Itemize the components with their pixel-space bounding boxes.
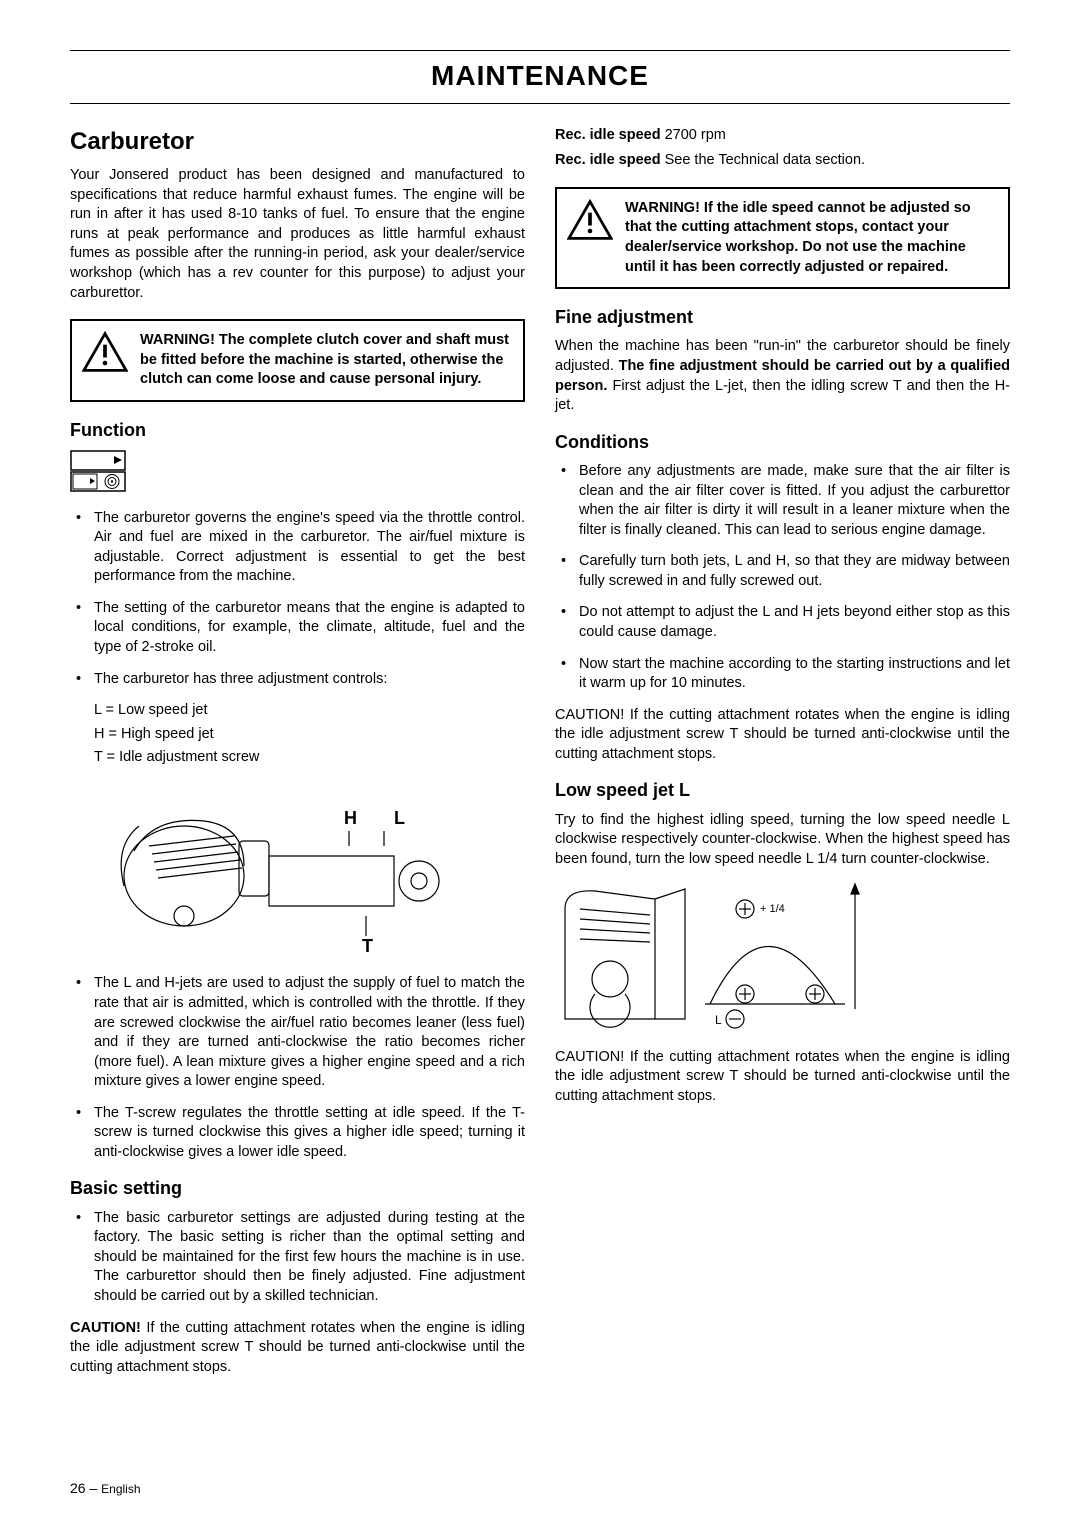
page-number: 26 [70,1480,86,1496]
svg-text:L: L [715,1013,722,1027]
footer-language: English [101,1482,140,1496]
conditions-caution: CAUTION! If the cutting attachment rotat… [555,706,1010,765]
low-speed-jet-heading: Low speed jet L [555,778,1010,802]
function-list-1: The carburetor governs the engine's spee… [70,509,525,690]
conditions-heading: Conditions [555,430,1010,454]
page-title: MAINTENANCE [70,50,1010,104]
rec-idle-speed-1: Rec. idle speed 2700 rpm [555,126,1010,146]
low-speed-diagram: + 1/4 L [555,879,1010,1036]
fine-adjustment-text: When the machine has been "run-in" the c… [555,337,1010,415]
basic-setting-heading: Basic setting [70,1176,525,1200]
list-item: The setting of the carburetor means that… [94,599,525,658]
list-item: The carburetor has three adjustment cont… [94,670,525,690]
svg-text:L: L [394,808,405,828]
list-item: The basic carburetor settings are adjust… [94,1209,525,1307]
function-heading: Function [70,418,525,442]
list-item: Do not attempt to adjust the L and H jet… [579,603,1010,642]
list-item: Before any adjustments are made, make su… [579,462,1010,540]
svg-text:+ 1/4: + 1/4 [760,903,785,915]
jet-l-def: L = Low speed jet [94,701,525,721]
warning-clutch-text: WARNING! The complete clutch cover and s… [140,331,509,390]
carburetor-heading: Carburetor [70,126,525,158]
rec-idle-speed-2: Rec. idle speed See the Technical data s… [555,151,1010,171]
list-item: The carburetor governs the engine's spee… [94,509,525,587]
warning-icon [567,199,613,248]
caution-basic: CAUTION! If the cutting attachment rotat… [70,1319,525,1378]
low-speed-jet-text: Try to find the highest idling speed, tu… [555,811,1010,870]
carburetor-intro: Your Jonsered product has been designed … [70,166,525,303]
content-columns: Carburetor Your Jonsered product has bee… [70,126,1010,1387]
conditions-list: Before any adjustments are made, make su… [555,462,1010,694]
low-speed-caution: CAUTION! If the cutting attachment rotat… [555,1048,1010,1107]
list-item: Carefully turn both jets, L and H, so th… [579,552,1010,591]
carburetor-diagram: H L T [94,776,525,963]
warning-idle: WARNING! If the idle speed cannot be adj… [555,187,1010,289]
left-column: Carburetor Your Jonsered product has bee… [70,126,525,1387]
warning-idle-text: WARNING! If the idle speed cannot be adj… [625,199,994,277]
list-item: The T-screw regulates the throttle setti… [94,1104,525,1163]
warning-clutch: WARNING! The complete clutch cover and s… [70,319,525,402]
function-list-2: The L and H-jets are used to adjust the … [70,974,525,1162]
fine-adjustment-heading: Fine adjustment [555,305,1010,329]
page-footer: 26 – English [70,1479,141,1498]
jet-t-def: T = Idle adjustment screw [94,748,525,768]
warning-icon [82,331,128,380]
svg-text:T: T [362,936,373,956]
svg-text:H: H [344,808,357,828]
basic-setting-list: The basic carburetor settings are adjust… [70,1209,525,1307]
list-item: The L and H-jets are used to adjust the … [94,974,525,1091]
right-column: Rec. idle speed 2700 rpm Rec. idle speed… [555,126,1010,1387]
jet-h-def: H = High speed jet [94,725,525,745]
jet-definitions: L = Low speed jet H = High speed jet T =… [70,701,525,768]
list-item: Now start the machine according to the s… [579,655,1010,694]
function-icon [70,450,525,499]
